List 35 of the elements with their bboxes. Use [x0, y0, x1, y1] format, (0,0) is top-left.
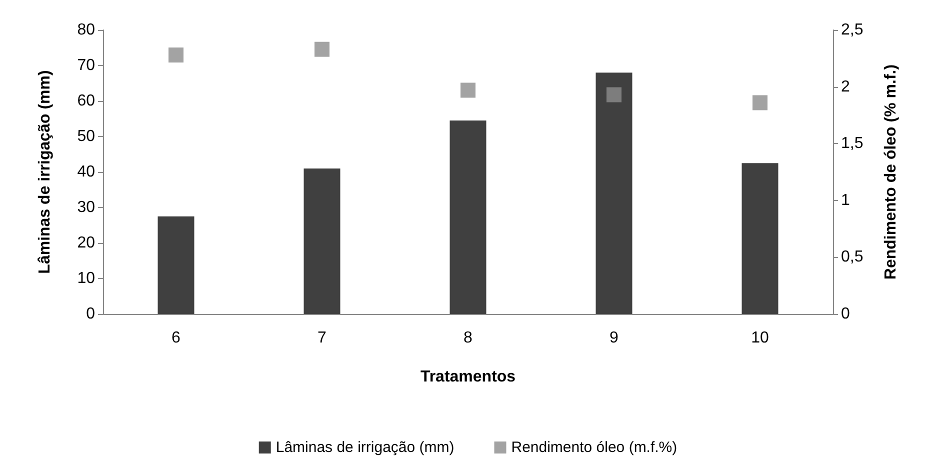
point [168, 47, 184, 62]
y2-tick-label: 0 [841, 306, 850, 322]
y-tick-label: 10 [77, 270, 96, 287]
legend-label: Rendimento óleo (m.f.%) [511, 439, 678, 456]
y-tick-label: 0 [86, 306, 96, 322]
y-tick-label: 40 [77, 164, 96, 180]
y2-tick-label: 2,5 [841, 22, 864, 38]
y-tick-label: 30 [77, 199, 96, 216]
y-tick-label: 60 [77, 92, 96, 110]
x-axis-title: Tratamentos [420, 368, 516, 386]
bar [304, 168, 340, 314]
y2-tick-label: 0,5 [841, 248, 864, 266]
y-tick-label: 50 [77, 128, 96, 145]
bar [596, 72, 632, 314]
y2-tick-label: 1 [841, 192, 850, 209]
x-tick-label: 7 [318, 330, 327, 346]
x-tick-label: 6 [172, 330, 181, 346]
x-tick-label: 9 [610, 330, 619, 346]
y2-tick-label: 2 [841, 78, 850, 96]
point [460, 82, 476, 98]
point [314, 42, 330, 57]
y2-axis-title: Rendimento de óleo (% m.f.) [882, 64, 900, 280]
bar [158, 216, 194, 314]
point [752, 95, 768, 110]
bar [742, 163, 778, 314]
y-tick-label: 20 [77, 234, 96, 252]
y2-tick-label: 1,5 [841, 135, 864, 152]
point [606, 87, 622, 102]
x-tick-label: 8 [464, 330, 473, 346]
y-axis-title: Lâminas de irrigação (mm) [36, 70, 54, 274]
y-tick-label: 70 [77, 57, 96, 74]
y-tick-label: 80 [77, 22, 96, 38]
bar [450, 120, 486, 314]
legend-label: Lâminas de irrigação (mm) [276, 439, 454, 456]
x-tick-label: 10 [751, 330, 769, 346]
